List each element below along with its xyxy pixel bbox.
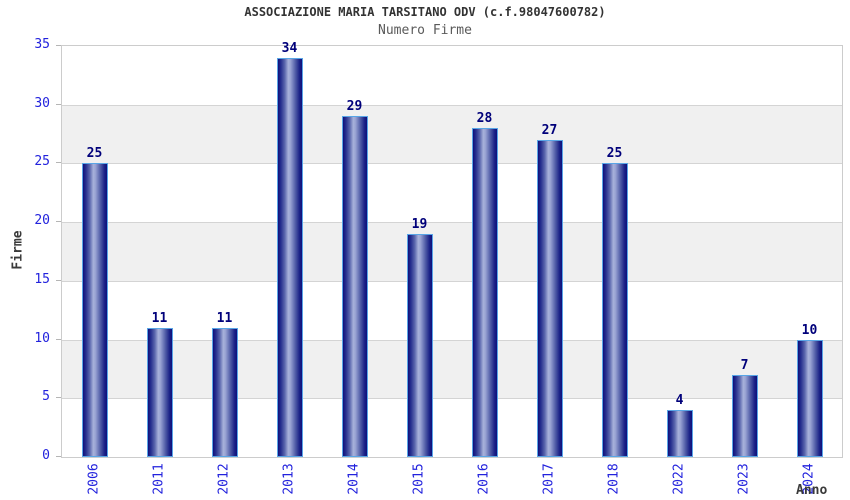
x-tick-label: 2012 <box>216 463 231 495</box>
bar-value-label: 28 <box>476 111 493 127</box>
x-tick-label: 2022 <box>671 463 686 495</box>
bar-2013 <box>276 57 303 457</box>
bar-value-label: 29 <box>346 99 363 115</box>
gridline <box>62 398 842 400</box>
bar-value-label: 4 <box>675 393 684 409</box>
y-tick-label: 15 <box>34 271 50 287</box>
bar-value-label: 27 <box>541 122 558 138</box>
y-tick-mark <box>56 456 61 457</box>
bar-2016 <box>471 128 498 457</box>
chart-title: ASSOCIAZIONE MARIA TARSITANO ODV (c.f.98… <box>244 5 606 19</box>
x-tick-label: 2014 <box>346 463 361 495</box>
y-tick-mark <box>56 338 61 340</box>
bar-value-label: 10 <box>801 322 818 338</box>
bar-2018 <box>601 163 628 457</box>
bar-2012 <box>211 327 238 457</box>
bar-2011 <box>146 327 173 457</box>
plot-band <box>62 398 842 457</box>
y-tick-label: 20 <box>34 213 50 229</box>
gridline <box>62 104 842 106</box>
plot-band <box>62 339 842 399</box>
plot-band <box>62 46 842 105</box>
x-tick-label: 2013 <box>281 463 296 495</box>
bar-2017 <box>536 139 563 457</box>
plot-band <box>62 222 842 281</box>
bar-value-label: 7 <box>740 357 749 373</box>
plot-area: 25 11 11 34 29 19 28 27 25 4 7 10 <box>61 41 843 458</box>
bar-2006 <box>81 163 108 457</box>
bar-value-label: 11 <box>216 310 233 326</box>
y-tick-mark <box>56 279 61 281</box>
bar-2022 <box>666 410 693 457</box>
plot-band <box>62 163 842 223</box>
y-tick-label: 10 <box>34 330 50 346</box>
x-axis-title: Anno <box>796 483 828 498</box>
y-tick-label: 35 <box>34 37 50 52</box>
bar-value-label: 25 <box>606 146 623 162</box>
y-tick-mark <box>56 162 61 164</box>
bar-2024 <box>796 339 823 457</box>
gridline <box>62 163 842 165</box>
y-tick-mark <box>56 397 61 399</box>
x-tick-label: 2011 <box>151 463 166 495</box>
x-tick-label: 2017 <box>541 463 556 495</box>
gridline <box>62 280 842 282</box>
y-tick-mark <box>56 221 61 223</box>
bar-2015 <box>406 233 433 457</box>
bar-value-label: 11 <box>151 310 168 326</box>
x-tick-label: 2018 <box>606 463 621 495</box>
gridline <box>62 222 842 224</box>
chart-subtitle: Numero Firme <box>378 23 472 38</box>
plot-band <box>62 280 842 340</box>
x-tick-label: 2015 <box>411 463 426 495</box>
y-tick-mark <box>56 45 61 46</box>
y-tick-label: 25 <box>34 154 50 170</box>
gridline <box>62 339 842 341</box>
bar-2023 <box>731 374 758 457</box>
y-tick-label: 0 <box>42 448 50 463</box>
y-axis-title: Firme <box>10 230 26 270</box>
bar-2014 <box>341 116 368 457</box>
y-tick-label: 30 <box>34 95 50 111</box>
bar-value-label: 34 <box>281 40 298 56</box>
x-tick-label: 2023 <box>736 463 751 495</box>
bar-value-label: 25 <box>86 146 103 162</box>
x-tick-label: 2006 <box>86 463 101 495</box>
plot-band <box>62 104 842 164</box>
bar-value-label: 19 <box>411 216 428 232</box>
y-tick-label: 5 <box>42 389 50 405</box>
x-tick-label: 2016 <box>476 463 491 495</box>
y-tick-mark <box>56 103 61 105</box>
